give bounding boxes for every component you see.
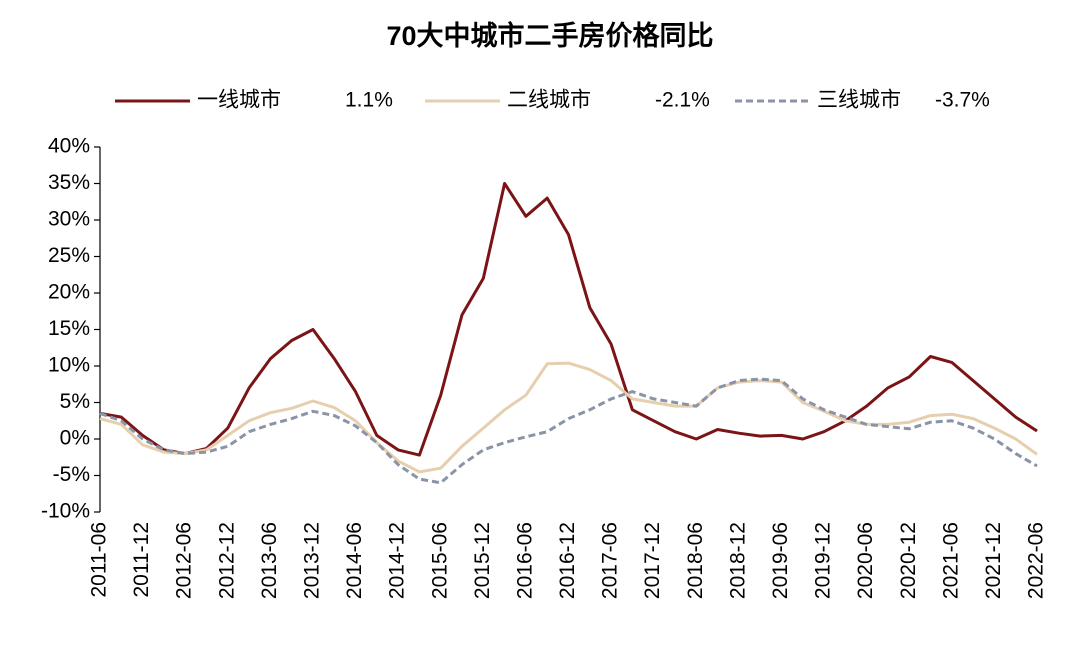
x-tick-label: 2012-12 — [215, 522, 238, 599]
x-tick-label: 2015-12 — [471, 522, 494, 599]
x-tick-label: 2022-06 — [1025, 522, 1048, 599]
legend-value: -3.7% — [935, 89, 990, 112]
x-tick-label: 2013-12 — [301, 522, 324, 599]
legend-label: 二线城市 — [507, 89, 591, 112]
x-tick-label: 2012-06 — [173, 522, 196, 599]
x-tick-label: 2015-06 — [428, 522, 451, 599]
x-tick-label: 2017-12 — [641, 522, 664, 599]
legend-value: -2.1% — [655, 89, 710, 112]
x-tick-label: 2018-06 — [684, 522, 707, 599]
x-tick-label: 2020-06 — [854, 522, 877, 599]
y-tick-label: -5% — [53, 463, 90, 486]
x-tick-label: 2016-06 — [513, 522, 536, 599]
x-tick-label: 2017-06 — [599, 522, 622, 599]
legend-label: 三线城市 — [817, 89, 901, 112]
legend-value: 1.1% — [345, 89, 393, 112]
legend-label: 一线城市 — [197, 89, 281, 112]
x-tick-label: 2018-12 — [726, 522, 749, 599]
y-tick-label: 30% — [48, 208, 90, 231]
series-line — [99, 377, 1038, 485]
y-tick-label: -10% — [41, 500, 90, 523]
y-tick-label: 5% — [60, 390, 90, 413]
chart-title: 70大中城市二手房价格同比 — [386, 20, 713, 51]
x-tick-label: 2019-06 — [769, 522, 792, 599]
x-tick-label: 2019-12 — [812, 522, 835, 599]
x-tick-label: 2014-12 — [386, 522, 409, 599]
y-tick-label: 35% — [48, 171, 90, 194]
x-tick-label: 2016-12 — [556, 522, 579, 599]
x-tick-label: 2020-12 — [897, 522, 920, 599]
y-tick-label: 25% — [48, 244, 90, 267]
x-tick-label: 2021-06 — [939, 522, 962, 599]
series-line — [99, 182, 1038, 457]
x-tick-label: 2013-06 — [258, 522, 281, 599]
y-tick-label: 10% — [48, 354, 90, 377]
y-tick-label: 40% — [48, 135, 90, 158]
y-tick-label: 20% — [48, 281, 90, 304]
series-line — [99, 361, 1038, 474]
x-tick-label: 2011-12 — [130, 522, 153, 598]
x-tick-label: 2011-06 — [88, 522, 111, 598]
x-tick-label: 2021-12 — [982, 522, 1005, 599]
y-tick-label: 0% — [60, 427, 90, 450]
y-tick-label: 15% — [48, 317, 90, 340]
x-tick-label: 2014-06 — [343, 522, 366, 599]
